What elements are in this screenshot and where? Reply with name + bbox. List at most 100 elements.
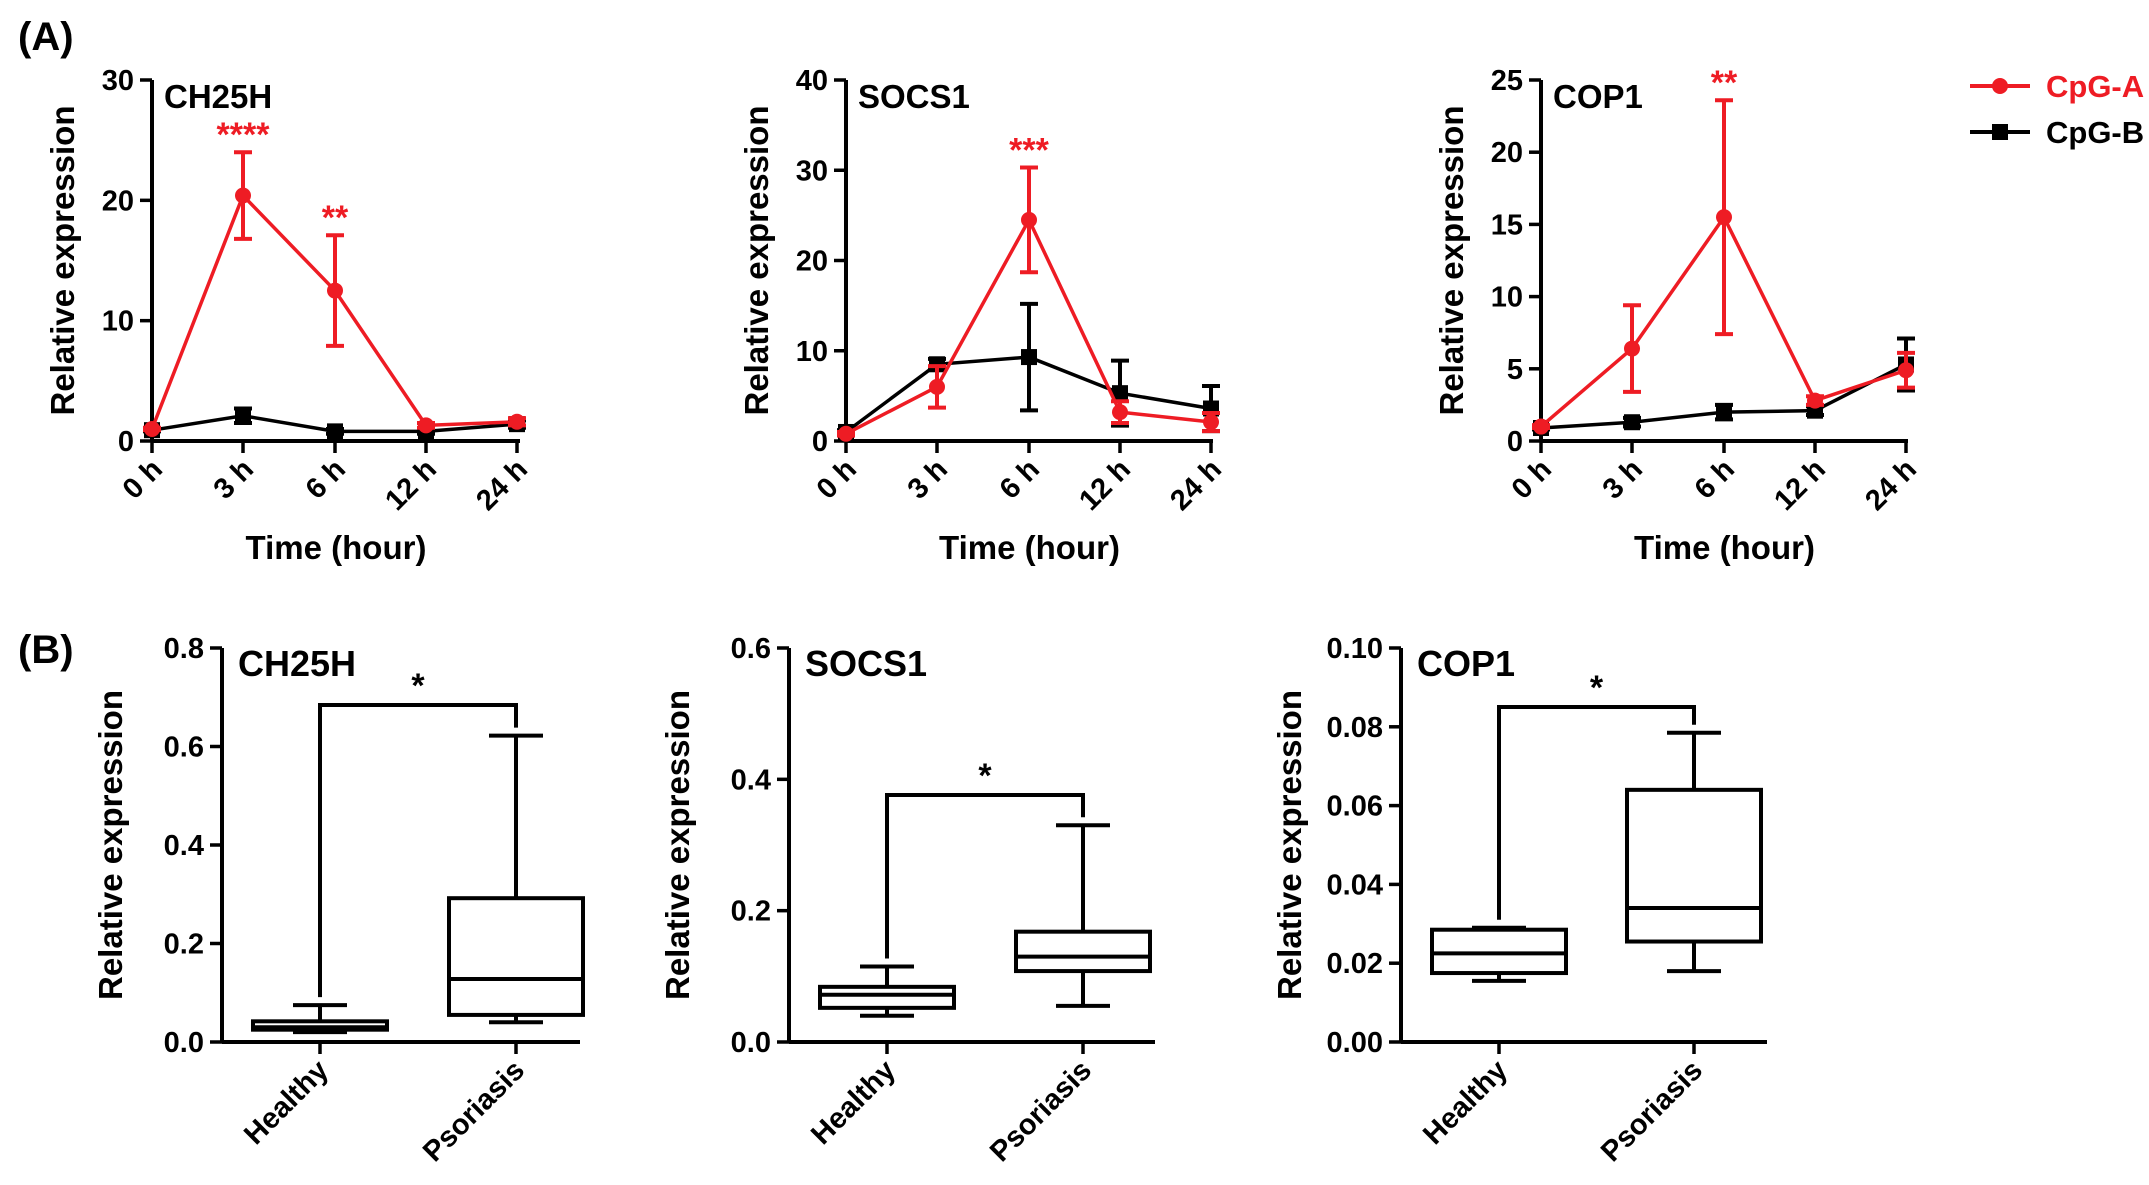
chart-a-socs1-title: SOCS1	[858, 78, 970, 115]
chart-a-socs1-y-label: Relative expression	[738, 106, 775, 416]
chart-a-ch25h-x-tick-label: 0 h	[117, 453, 169, 505]
chart-a-cop1-y-tick-label: 0	[1507, 426, 1523, 458]
chart-a-cop1: 0 5 10 15 20 25 0 h 3 h 6 h 12 h 24 h COP1 Relative …	[1433, 64, 2144, 566]
chart-b-ch25h-y-label: Relative expression	[92, 690, 129, 1000]
panel-b-label: (B)	[18, 628, 74, 672]
chart-a-socs1-y-tick-label: 0	[812, 426, 828, 458]
chart-b-socs1-bracket-line	[885, 793, 1085, 959]
chart-a-cop1-y-tick-label: 10	[1491, 282, 1523, 314]
chart-b-ch25h-box-rect	[447, 896, 585, 1017]
chart-a-ch25h-significance: **	[322, 199, 349, 237]
chart-b-cop1-bracket-line	[1497, 705, 1696, 920]
chart-b-cop1-significance: *	[1590, 669, 1604, 707]
chart-a-cop1-significance: **	[1711, 64, 1738, 102]
chart-a-ch25h-point	[418, 417, 434, 434]
chart-b-ch25h-x-tick-label: Psoriasis	[417, 1054, 531, 1168]
legend-label: CpG-A	[2046, 69, 2144, 104]
chart-a-ch25h-point	[235, 407, 251, 424]
chart-b-socs1-x-tick-label: Psoriasis	[984, 1054, 1098, 1168]
chart-b-cop1-title: COP1	[1417, 643, 1515, 684]
chart-a-socs1-point	[838, 425, 854, 442]
chart-a-cop1-x-tick-label: 0 h	[1506, 453, 1558, 505]
chart-a-ch25h-x-tick-label: 24 h	[470, 453, 534, 517]
chart-a-socs1: 0 10 20 30 40 0 h 3 h 6 h 12 h 24 h SOCS1 Relative …	[738, 65, 1228, 566]
chart-a-cop1-x-tick-label: 24 h	[1859, 453, 1923, 517]
chart-a-cop1-y-tick-label: 20	[1491, 137, 1523, 169]
legend: CpG-A CpG-B	[1970, 69, 2144, 150]
chart-a-cop1-point	[1716, 209, 1732, 226]
chart-b-cop1-y-tick-label: 0.06	[1327, 791, 1383, 823]
chart-a-cop1-x-tick-label: 12 h	[1768, 453, 1832, 517]
chart-b-cop1-box-rect	[1625, 787, 1763, 944]
chart-a-ch25h-significance: ****	[217, 116, 271, 154]
chart-b-socs1-y-tick-label: 0.6	[731, 633, 771, 665]
chart-a-ch25h-y-tick-label: 10	[102, 306, 134, 338]
chart-a-socs1-point	[1021, 349, 1037, 366]
chart-a-ch25h-point	[327, 282, 343, 299]
chart-a-socs1-point	[1112, 404, 1128, 421]
chart-b-ch25h-title: CH25H	[238, 643, 356, 684]
chart-b-cop1-y-tick-label: 0.02	[1327, 948, 1383, 980]
chart-a-socs1-point	[1021, 211, 1037, 228]
chart-a-cop1-x-tick-label: 3 h	[1597, 453, 1649, 505]
chart-a-cop1-y-label: Relative expression	[1433, 106, 1470, 416]
chart-b-socs1-box-psoriasis	[1014, 823, 1152, 1008]
chart-a-ch25h-x-tick-label: 12 h	[379, 453, 443, 517]
chart-a-cop1-point	[1624, 340, 1640, 357]
chart-a-cop1-point	[1716, 404, 1732, 421]
chart-a-socs1-y-tick-label: 10	[796, 336, 828, 368]
chart-b-ch25h-y-tick-label: 0.2	[164, 929, 204, 961]
chart-a-cop1-point	[1624, 414, 1640, 431]
chart-b-socs1-box-healthy	[818, 964, 956, 1018]
chart-a-cop1-series-cpg-a	[1532, 98, 1915, 435]
chart-a-ch25h-point	[327, 423, 343, 440]
chart-a-ch25h: 0 10 20 30 0 h 3 h 6 h 12 h 24 h CH25H Relative ex…	[44, 65, 534, 566]
chart-a-socs1-point	[1203, 414, 1219, 431]
chart-b-cop1-x-tick-label: Psoriasis	[1595, 1054, 1709, 1168]
chart-a-socs1-x-tick-label: 6 h	[994, 453, 1046, 505]
chart-a-socs1-series-cpg-b	[837, 301, 1220, 440]
chart-a-socs1-y-tick-label: 30	[796, 155, 828, 187]
chart-a-socs1-y-tick-label: 20	[796, 246, 828, 278]
chart-a-socs1-point	[929, 378, 945, 395]
chart-a-socs1-y-tick-label: 40	[796, 65, 828, 97]
chart-a-ch25h-series-cpg-a	[143, 150, 526, 437]
legend-marker	[1992, 124, 2008, 140]
chart-b-ch25h-y-tick-label: 0.4	[164, 830, 204, 862]
chart-b-socs1-x-tick-label: Healthy	[805, 1054, 902, 1151]
chart-a-ch25h-point	[235, 187, 251, 204]
chart-b-socs1-box-rect	[818, 984, 956, 1010]
chart-a-ch25h-y-label: Relative expression	[44, 106, 81, 416]
chart-a-ch25h-x-tick-label: 3 h	[208, 453, 260, 505]
chart-a-cop1-y-tick-label: 25	[1491, 65, 1523, 97]
chart-b-cop1-bracket: *	[1497, 669, 1696, 920]
chart-a-socs1-x-tick-label: 3 h	[902, 453, 954, 505]
chart-b-socs1-y-label: Relative expression	[659, 690, 696, 1000]
chart-b-ch25h-box-psoriasis	[447, 733, 585, 1025]
chart-a-cop1-title: COP1	[1553, 78, 1643, 115]
chart-a-ch25h-x-label: Time (hour)	[246, 529, 427, 566]
chart-b-ch25h-y-tick-label: 0.6	[164, 732, 204, 764]
chart-b-ch25h-significance: *	[411, 667, 425, 705]
chart-a-socs1-x-tick-label: 12 h	[1073, 453, 1137, 517]
chart-b-socs1-bracket: *	[885, 757, 1085, 959]
legend-label: CpG-B	[2046, 115, 2144, 150]
chart-a-socs1-x-tick-label: 0 h	[811, 453, 863, 505]
chart-a-cop1-y-tick-label: 15	[1491, 209, 1523, 241]
chart-a-ch25h-x-tick-label: 6 h	[300, 453, 352, 505]
chart-a-socs1-point	[1112, 385, 1128, 402]
chart-a-ch25h-y-tick-label: 0	[118, 426, 134, 458]
chart-b-ch25h-y-tick-label: 0.0	[164, 1027, 204, 1059]
chart-b-cop1-y-tick-label: 0.10	[1327, 633, 1383, 665]
chart-a-ch25h-point	[509, 413, 525, 430]
chart-b-cop1-box-healthy	[1430, 925, 1568, 983]
chart-a-socs1-x-tick-label: 24 h	[1164, 453, 1228, 517]
chart-b-socs1-y-tick-label: 0.2	[731, 896, 771, 928]
chart-b-ch25h: 0.0 0.2 0.4 0.6 0.8 CH25H Relative expression H…	[92, 633, 585, 1168]
chart-b-socs1-y-tick-label: 0.0	[731, 1027, 771, 1059]
chart-b-ch25h-x-tick-label: Healthy	[238, 1054, 335, 1151]
chart-a-socs1-x-label: Time (hour)	[939, 529, 1120, 566]
chart-b-ch25h-bracket-line	[318, 703, 518, 998]
legend-marker	[1992, 78, 2008, 94]
